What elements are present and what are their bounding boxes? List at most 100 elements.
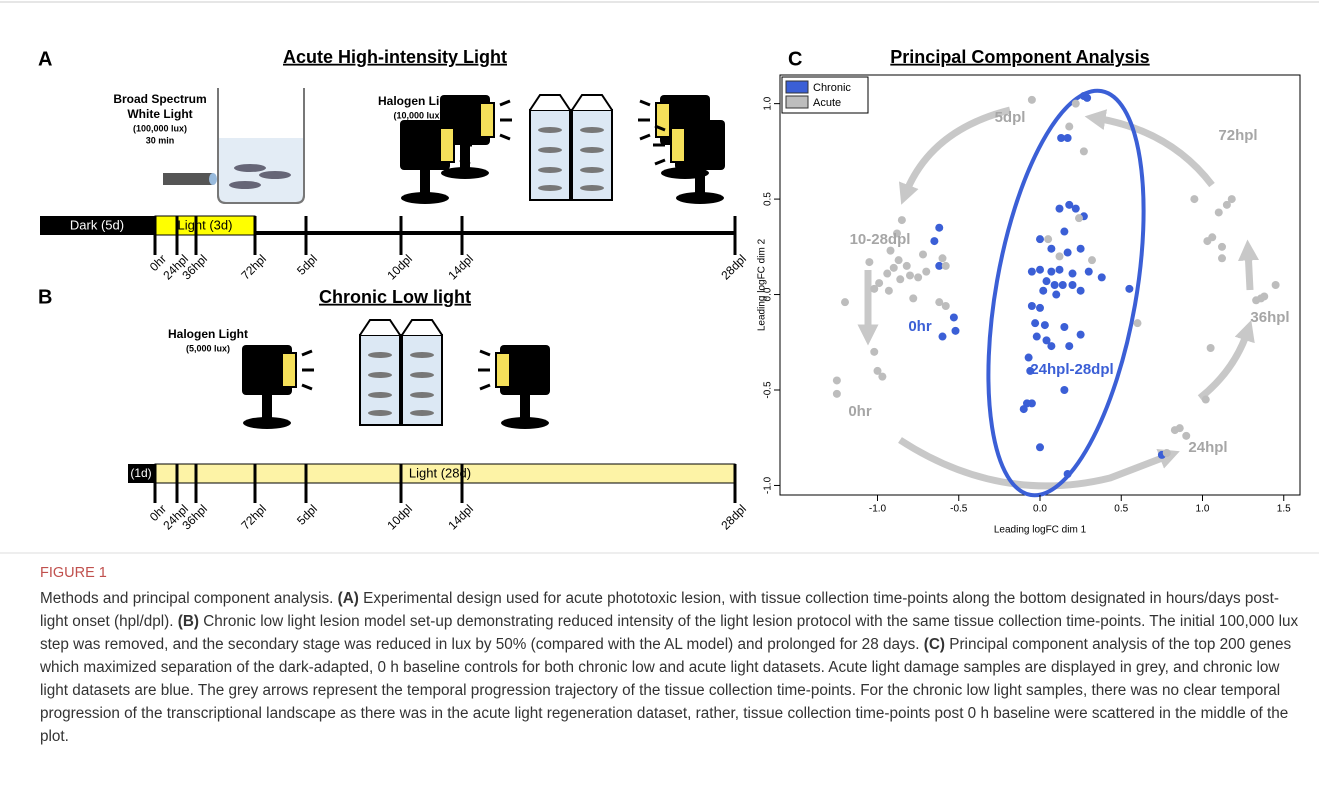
dark-bar [40,216,155,235]
dark-bar [128,464,155,483]
annotation: 0hr [848,403,872,420]
y-tick-label: -1.0 [763,476,774,494]
point [1026,366,1035,375]
point [1055,265,1064,274]
y-axis-label: Leading logFC dim 2 [757,238,768,331]
x-tick-label: -0.5 [950,504,968,515]
point [832,376,841,385]
point [1032,332,1041,341]
annotation: 5dpl [995,109,1026,126]
label-line: (100,000 lux) [133,123,187,133]
arrow [898,106,1011,205]
bar-label: Light (3d) [178,217,233,232]
panel-title: Chronic Low light [319,287,471,307]
point [832,389,841,398]
x-axis-label: Leading logFC dim 1 [994,525,1087,536]
panel-label: B [38,286,52,308]
point [906,271,914,280]
point [1039,286,1048,295]
point [1271,281,1280,289]
timepoint-label: 72hpl [238,502,269,533]
point [951,326,960,335]
legend-swatch [785,95,809,109]
point [1068,269,1077,278]
point [909,294,918,303]
point [1060,386,1069,394]
point [894,256,903,265]
point [841,298,849,307]
point [938,254,947,263]
beaker [163,88,305,204]
timepoint-label: 14dpl [445,502,476,533]
panel-label: A [38,48,52,70]
halogen-lux: (10,000 lux) [393,110,442,120]
point [886,246,895,255]
annotation: 10-28dpl [850,231,911,248]
figure: A Acute High-intensity Light Broad Spect… [0,1,1319,554]
y-tick-label: 0.0 [763,287,774,301]
point [1201,395,1210,404]
annotation: 24hpl-28dpl [1030,361,1113,378]
point [930,237,939,246]
point [1182,431,1191,440]
timepoint-label: 28dpl [718,502,749,533]
point [1055,252,1064,261]
point [1097,273,1106,282]
caption-segment: (B) [177,613,199,630]
point [1024,353,1033,362]
white-light-label: Broad Spectrum White Light (100,000 lux)… [113,92,206,145]
point [1133,319,1142,328]
point [1027,95,1036,104]
point [897,216,906,225]
point [1036,303,1044,312]
point [1036,443,1044,452]
point [1068,281,1077,289]
point [1050,281,1059,289]
point [1218,254,1226,263]
point [941,302,950,310]
timepoint-label: 10dpl [384,252,415,283]
point [1047,244,1056,253]
point [1036,235,1044,244]
point [1071,204,1080,213]
point [1052,290,1061,299]
point [1227,195,1236,204]
point [1222,200,1231,209]
point [1063,134,1072,142]
caption-segment: (C) [923,636,946,653]
timepoint-label: 28dpl [718,252,749,283]
point [935,298,944,307]
label-line: Broad Spectrum [113,92,206,106]
point [1088,256,1096,265]
point [1063,248,1072,257]
panel-title: Acute High-intensity Light [283,47,507,67]
annotation: 72hpl [1218,127,1257,144]
point [870,347,879,356]
timepoint-label: 72hpl [238,252,269,283]
chart-title: Principal Component Analysis [890,47,1149,67]
point [914,273,923,282]
point [935,261,944,270]
point [1075,214,1083,223]
x-tick-label: 1.0 [1196,504,1210,515]
point [873,366,882,375]
point [1206,344,1215,352]
tank [529,94,613,201]
legend-swatch [785,80,809,94]
point [896,275,905,284]
tank [359,319,443,426]
point [1027,267,1036,276]
point [1040,321,1049,330]
point [1047,342,1056,351]
point [865,258,874,267]
x-tick-label: 1.5 [1277,504,1291,515]
point [1071,99,1080,108]
point [949,313,958,322]
point [1162,449,1171,457]
point [1044,235,1053,244]
point [883,269,892,278]
caption-segment: Methods and principal component analysis… [40,590,338,607]
y-tick-label: 0.5 [763,192,774,206]
annotation: 0hr [908,318,932,335]
